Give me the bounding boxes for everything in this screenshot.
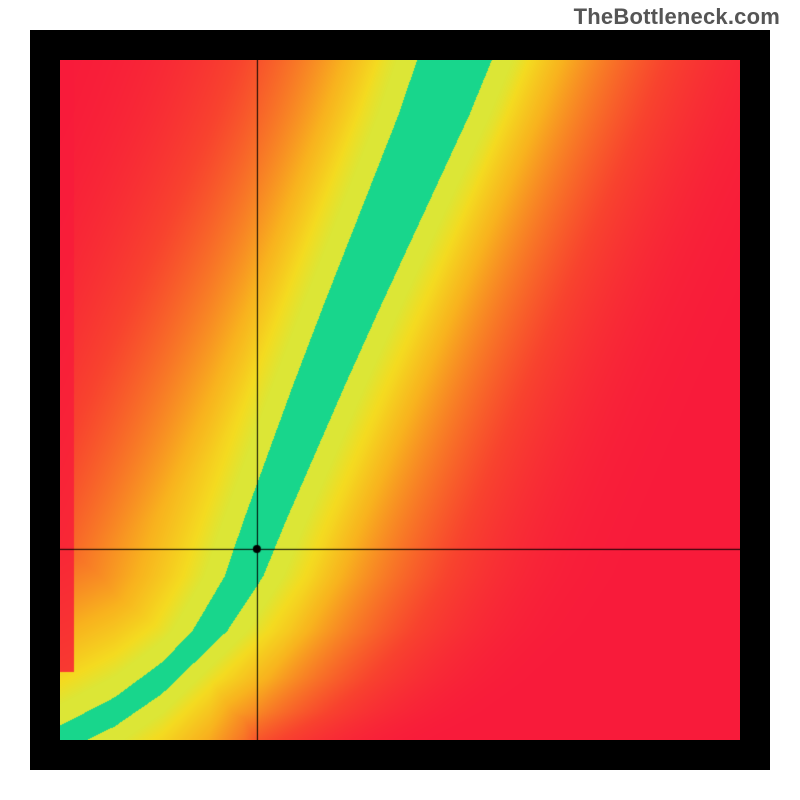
watermark-text: TheBottleneck.com — [574, 4, 780, 30]
figure-wrapper: TheBottleneck.com — [0, 0, 800, 800]
heatmap-canvas — [60, 60, 740, 740]
plot-frame — [30, 30, 770, 770]
